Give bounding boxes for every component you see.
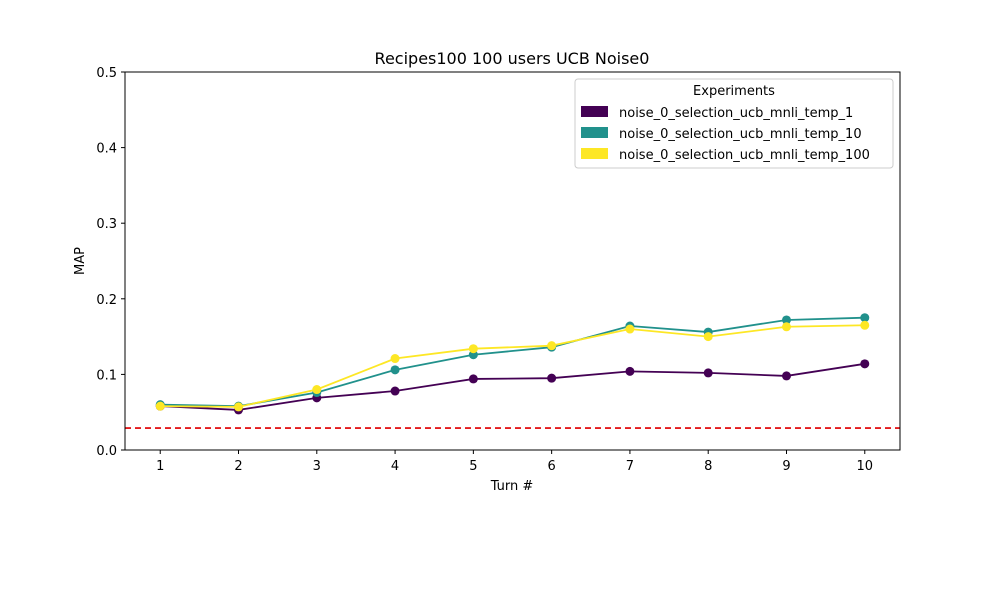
series-1-point <box>468 374 478 384</box>
series-3-point <box>390 354 400 364</box>
legend-label-2: noise_0_selection_ucb_mnli_temp_10 <box>619 127 862 142</box>
legend-swatch-3 <box>581 148 608 159</box>
chart-title: Recipes100 100 users UCB Noise0 <box>375 49 650 68</box>
series-2-point <box>390 365 400 375</box>
plot-area: 1 2 3 4 5 6 7 8 9 10 0.0 0.1 0.2 0.3 0.4 0.5 <box>96 66 900 474</box>
series-1-point <box>860 359 870 369</box>
x-tick-label: 3 <box>313 459 321 474</box>
series-3-point <box>625 324 635 334</box>
plot-frame <box>124 71 901 451</box>
legend: Experiments noise_0_selection_ucb_mnli_t… <box>574 78 894 169</box>
x-axis-label: Turn # <box>490 479 534 494</box>
series-3-point <box>312 385 322 395</box>
y-axis-label: MAP <box>73 247 88 275</box>
series-3-point <box>468 344 478 354</box>
legend-title: Experiments <box>693 84 775 99</box>
y-tick-label: 0.1 <box>96 368 117 383</box>
x-tick-label: 7 <box>626 459 634 474</box>
series-3-point <box>547 341 557 351</box>
series-1-point <box>781 371 791 381</box>
x-tick-label: 2 <box>234 459 242 474</box>
y-tick-label: 0.0 <box>96 444 117 459</box>
series-2-point <box>781 315 791 325</box>
y-tick-label: 0.5 <box>96 66 117 81</box>
x-tick-label: 9 <box>782 459 790 474</box>
legend-swatch-2 <box>581 127 608 138</box>
series-3-point <box>860 320 870 330</box>
series-line-1 <box>160 362 865 411</box>
x-tick-label: 4 <box>391 459 399 474</box>
series-1-point <box>390 386 400 396</box>
x-tick-label: 5 <box>469 459 477 474</box>
series-1-point <box>703 368 713 378</box>
series-1-point <box>625 366 635 376</box>
series-3-point <box>155 401 165 411</box>
x-tick-label: 8 <box>704 459 712 474</box>
y-tick-label: 0.4 <box>96 142 117 157</box>
x-tick-label: 1 <box>156 459 164 474</box>
legend-label-1: noise_0_selection_ucb_mnli_temp_1 <box>619 106 853 121</box>
series-line-3 <box>160 324 865 408</box>
legend-label-3: noise_0_selection_ucb_mnli_temp_100 <box>619 148 870 163</box>
x-tick-label: 6 <box>548 459 556 474</box>
y-tick-label: 0.2 <box>96 293 117 308</box>
series-line-2 <box>160 316 865 408</box>
series-3-point <box>703 332 713 342</box>
series-3-point <box>234 402 244 412</box>
series-3-point <box>781 322 791 332</box>
series-2-point <box>860 313 870 323</box>
y-tick-label: 0.3 <box>96 217 117 232</box>
x-tick-label: 10 <box>856 459 873 474</box>
legend-box <box>574 78 894 169</box>
series-1-point <box>547 373 557 383</box>
legend-swatch-1 <box>581 106 608 117</box>
